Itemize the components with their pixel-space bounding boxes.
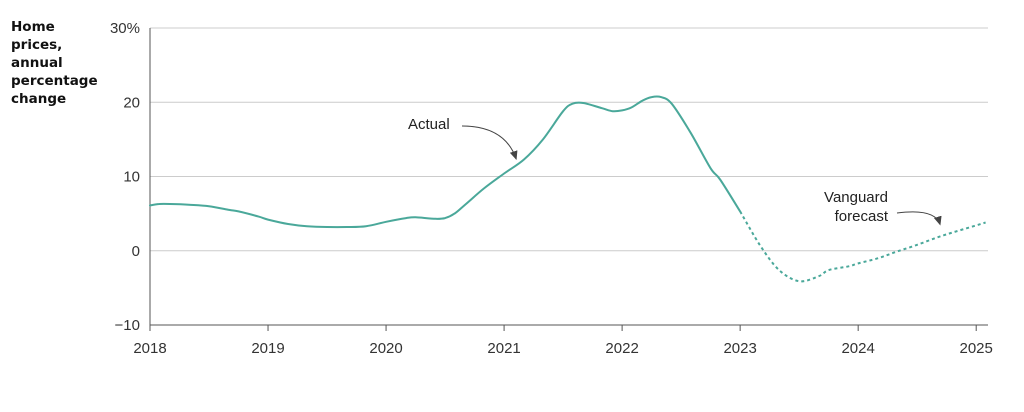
y-tick-label: 10 — [123, 169, 140, 186]
x-tick-label: 2019 — [251, 340, 284, 357]
annotations: Actual Vanguard forecast — [408, 116, 942, 226]
annotation-forecast-arrow — [896, 211, 942, 226]
y-tick-label: 30% — [110, 20, 140, 37]
x-tick-label: 2020 — [369, 340, 402, 357]
axes: 30% 20 10 0 −10 2018 2019 2020 2021 2022 2023 2024 2… — [110, 20, 993, 357]
forecast-series-line — [739, 210, 986, 283]
x-tick-label: 2021 — [487, 340, 520, 357]
y-tick-label: 20 — [123, 94, 140, 111]
annotation-actual-arrow — [461, 125, 518, 161]
x-tick-label: 2023 — [723, 340, 756, 357]
annotation-forecast-label: Vanguard forecast — [824, 189, 889, 225]
grid-lines — [150, 27, 988, 252]
y-tick-label: −10 — [115, 317, 140, 334]
x-tick-label: 2018 — [133, 340, 166, 357]
annotation-actual-label: Actual — [408, 116, 450, 133]
y-tick-label: 0 — [132, 243, 140, 260]
actual-series-line — [149, 95, 742, 229]
y-axis-title: Home prices, annual percentage change — [11, 19, 98, 107]
x-tick-label: 2024 — [841, 340, 874, 357]
x-tick-label: 2022 — [605, 340, 638, 357]
series-lines — [149, 95, 986, 283]
x-tick-label: 2025 — [960, 340, 993, 357]
